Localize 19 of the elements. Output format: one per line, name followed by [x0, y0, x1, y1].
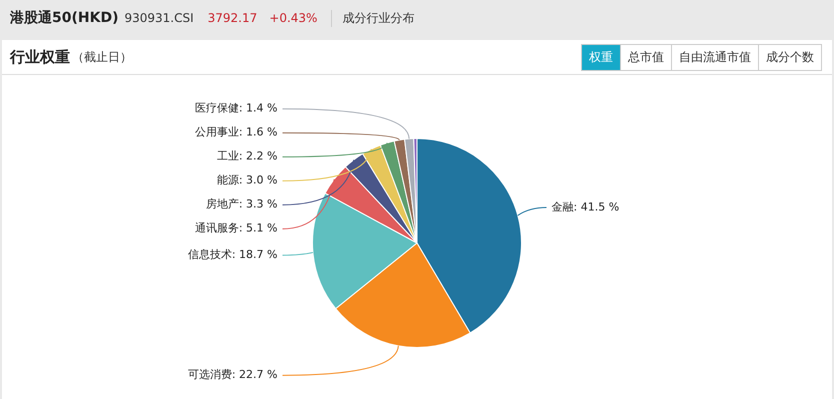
text: 自由流通市值	[671, 44, 759, 71]
text: 成分个数	[758, 44, 822, 71]
slice-label: 金融: 41.5 %	[552, 200, 620, 214]
text: +0.43%	[269, 11, 318, 25]
slice-label: 工业: 2.2 %	[216, 150, 278, 163]
chart-subtitle: 行业权重（截止日）	[10, 48, 132, 66]
text: 权重	[581, 44, 621, 71]
slice-label: 通讯服务: 5.1 %	[194, 222, 278, 235]
slice-label: 医疗保健: 1.4 %	[194, 102, 278, 115]
text: 成分行业分布	[331, 10, 414, 26]
slice-label: 信息技术: 18.7 %	[188, 248, 278, 262]
slice-label: 公用事业: 1.6 %	[194, 126, 278, 139]
slice-label: 房地产: 3.3 %	[206, 198, 278, 211]
slice-label: 能源: 3.0 %	[216, 174, 278, 187]
text: 930931.CSI	[124, 11, 194, 25]
text: 港股通50(HKD)	[10, 9, 118, 27]
slice-label: 可选消费: 22.7 %	[188, 368, 278, 382]
text: 总市值	[620, 44, 672, 71]
text: 3792.17	[208, 11, 258, 25]
